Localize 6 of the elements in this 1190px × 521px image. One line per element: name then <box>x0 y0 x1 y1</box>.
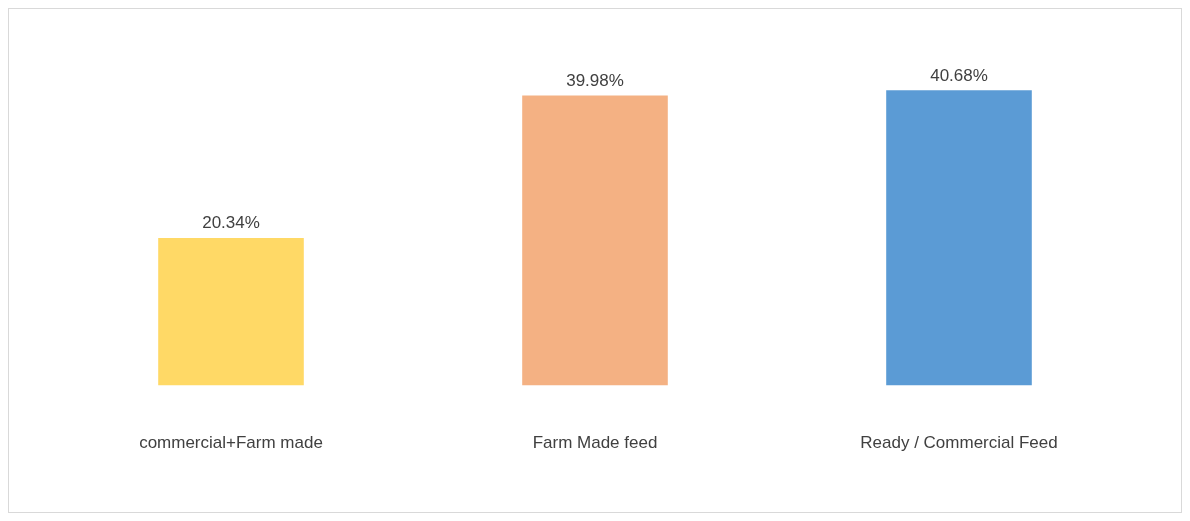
x-tick-label: Ready / Commercial Feed <box>860 433 1058 453</box>
data-label: 39.98% <box>566 70 624 90</box>
data-label: 40.68% <box>930 65 988 85</box>
data-label: 20.34% <box>202 213 260 233</box>
x-tick-label: commercial+Farm made <box>139 433 323 453</box>
x-tick-label: Farm Made feed <box>532 433 658 453</box>
